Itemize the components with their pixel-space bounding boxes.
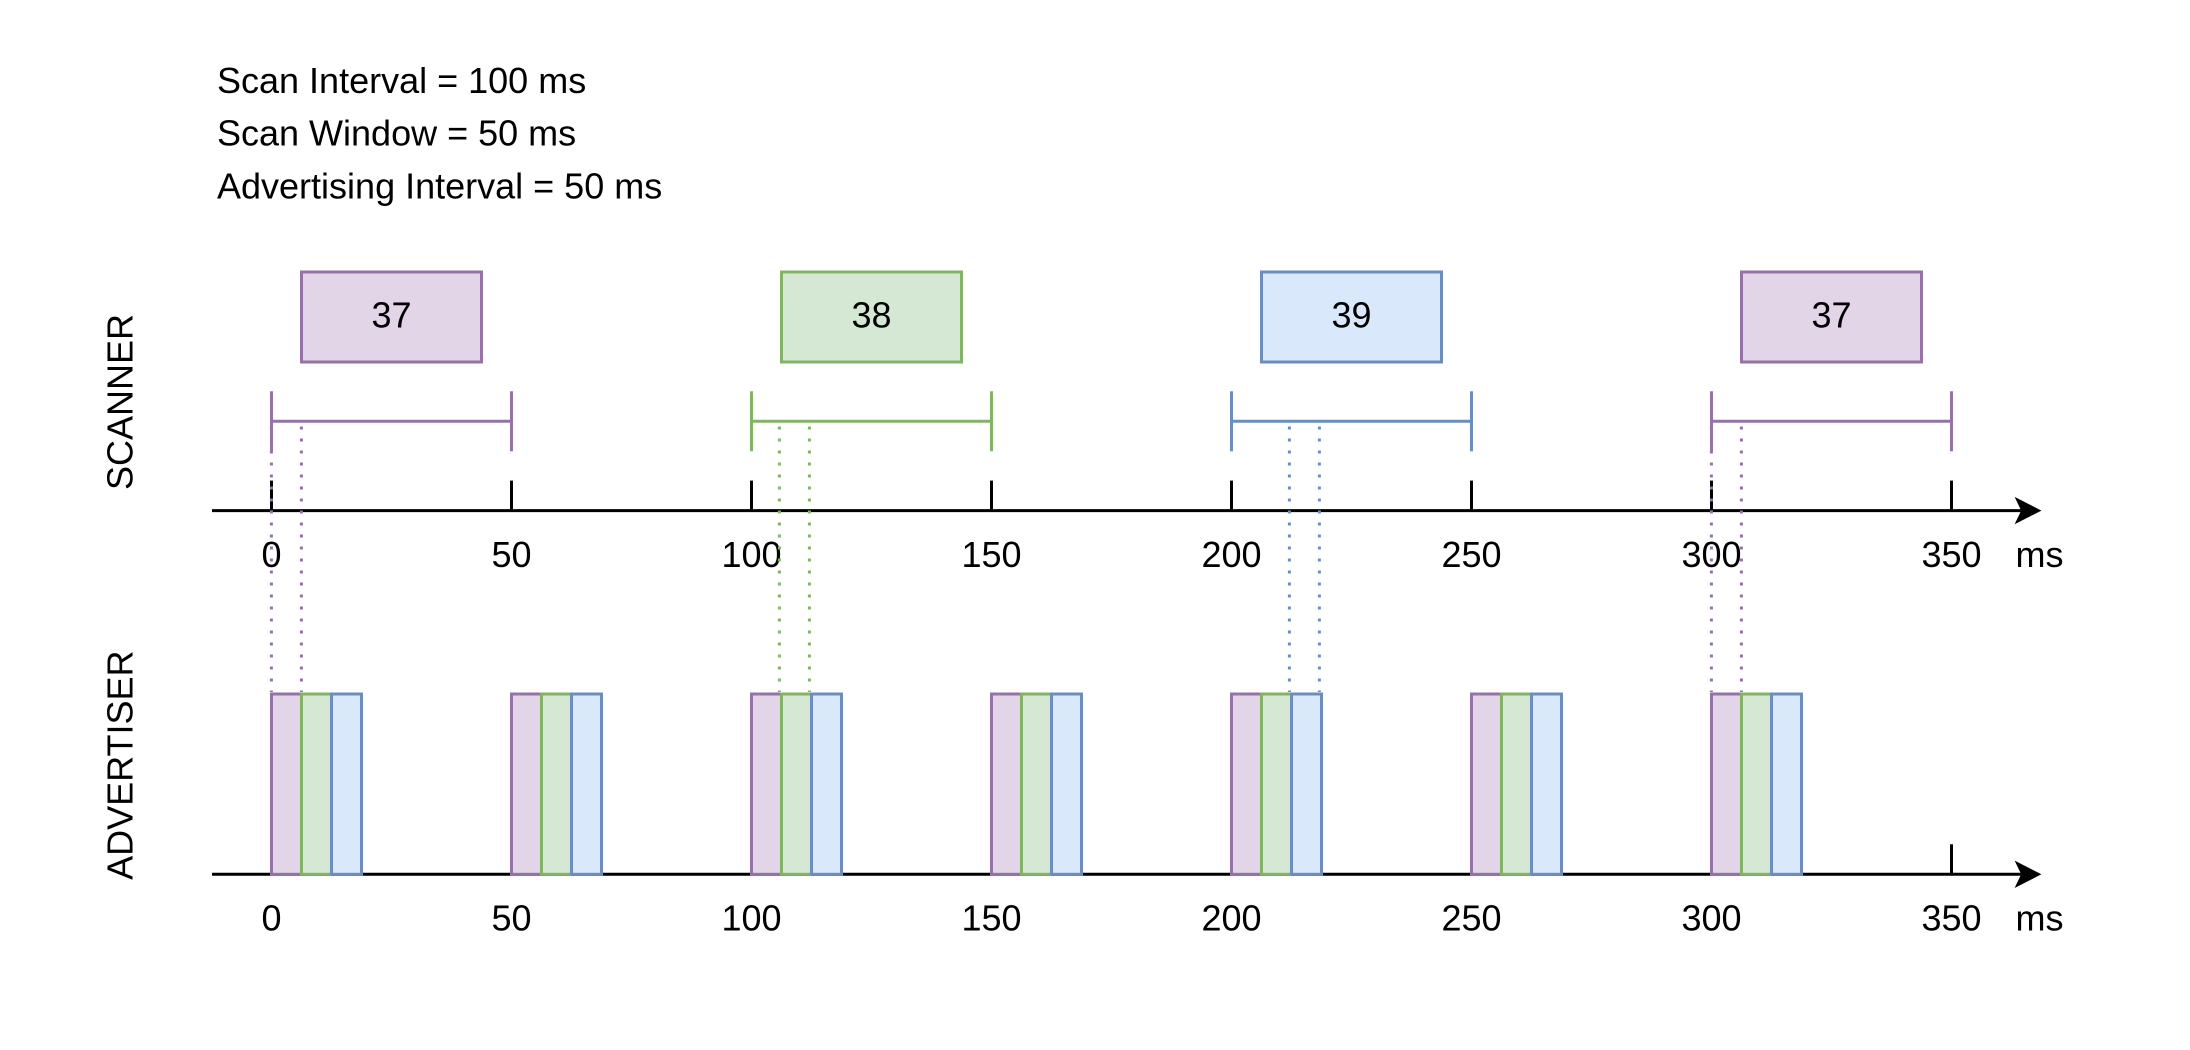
svg-text:250: 250 — [1441, 534, 1501, 575]
svg-text:39: 39 — [1331, 295, 1371, 336]
svg-text:0: 0 — [261, 534, 281, 575]
svg-text:37: 37 — [371, 295, 411, 336]
svg-text:300: 300 — [1681, 534, 1741, 575]
svg-text:200: 200 — [1201, 534, 1261, 575]
svg-text:Advertising Interval = 50 ms: Advertising Interval = 50 ms — [217, 166, 662, 207]
svg-text:ms: ms — [2016, 898, 2064, 939]
svg-text:0: 0 — [261, 898, 281, 939]
svg-text:50: 50 — [491, 898, 531, 939]
svg-text:250: 250 — [1441, 898, 1501, 939]
svg-text:ms: ms — [2016, 534, 2064, 575]
svg-text:100: 100 — [721, 534, 781, 575]
svg-text:350: 350 — [1921, 534, 1981, 575]
svg-text:150: 150 — [961, 534, 1021, 575]
svg-text:37: 37 — [1811, 295, 1851, 336]
svg-text:350: 350 — [1921, 898, 1981, 939]
svg-text:300: 300 — [1681, 898, 1741, 939]
svg-text:Scan Interval = 100 ms: Scan Interval = 100 ms — [217, 60, 586, 101]
svg-text:ADVERTISER: ADVERTISER — [99, 650, 140, 879]
svg-text:38: 38 — [851, 295, 891, 336]
svg-text:Scan Window = 50 ms: Scan Window = 50 ms — [217, 113, 576, 154]
svg-text:50: 50 — [491, 534, 531, 575]
svg-text:100: 100 — [721, 898, 781, 939]
svg-text:SCANNER: SCANNER — [99, 314, 140, 490]
svg-text:200: 200 — [1201, 898, 1261, 939]
svg-text:150: 150 — [961, 898, 1021, 939]
